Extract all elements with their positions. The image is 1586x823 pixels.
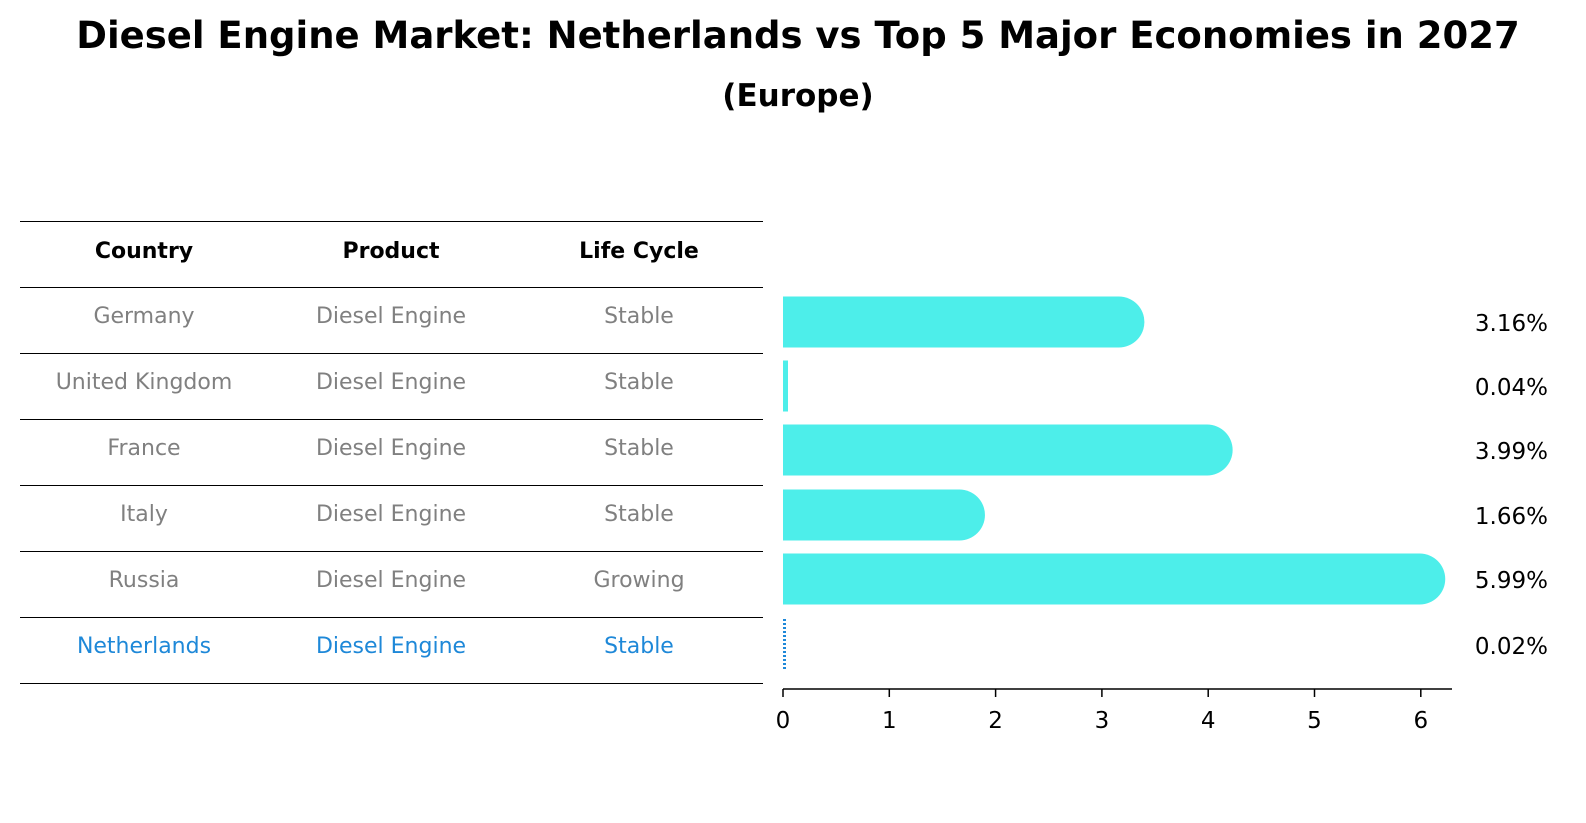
x-tick-label: 2	[988, 708, 1003, 734]
value-label: 3.99%	[1475, 439, 1548, 465]
bar-united-kingdom	[783, 360, 788, 412]
table-cell-country: France	[107, 436, 181, 461]
bar-russia	[807, 553, 1446, 605]
table-rule	[20, 353, 763, 354]
x-tick-label: 0	[776, 708, 791, 734]
table-rule	[20, 617, 763, 618]
table-cell-life-cycle: Stable	[604, 304, 674, 329]
table-rule	[20, 485, 763, 486]
table-rule	[20, 551, 763, 552]
x-tick-label: 1	[882, 708, 897, 734]
table-header-country: Country	[94, 239, 194, 264]
table-cell-country: Germany	[93, 304, 195, 329]
table-cell-product: Diesel Engine	[315, 502, 467, 527]
table-cell-life-cycle: Stable	[604, 370, 674, 395]
table-cell-product: Diesel Engine	[315, 370, 467, 395]
bar-france	[807, 424, 1233, 476]
table-rule	[20, 683, 763, 684]
value-label: 0.02%	[1475, 634, 1548, 660]
table-cell-product: Diesel Engine	[315, 634, 467, 659]
table-rule	[20, 221, 763, 222]
bar-base	[783, 489, 809, 541]
table-cell-product: Diesel Engine	[315, 304, 467, 329]
table-cell-country: Netherlands	[76, 634, 212, 659]
table-header-product: Product	[342, 239, 440, 264]
table-cell-life-cycle: Stable	[604, 502, 674, 527]
value-label: 3.16%	[1475, 311, 1548, 337]
table-cell-country: Russia	[108, 568, 180, 593]
table-cell-life-cycle: Stable	[604, 634, 674, 659]
bar-base	[783, 553, 809, 605]
bar-base	[783, 424, 809, 476]
x-tick-label: 5	[1307, 708, 1322, 734]
bar-italy	[807, 489, 985, 541]
chart-title-text: Diesel Engine Market: Netherlands vs Top…	[76, 14, 1520, 57]
table-cell-country: Italy	[120, 502, 168, 527]
value-label: 0.04%	[1475, 375, 1548, 401]
x-tick-label: 4	[1201, 708, 1216, 734]
x-tick-label: 6	[1413, 708, 1428, 734]
value-label: 5.99%	[1475, 568, 1548, 594]
chart-subtitle: (Europe)	[722, 78, 874, 114]
table-cell-life-cycle: Stable	[604, 436, 674, 461]
value-label: 1.66%	[1475, 504, 1548, 530]
table-rule	[20, 419, 763, 420]
table-header-life-cycle: Life Cycle	[579, 239, 699, 264]
table-cell-product: Diesel Engine	[315, 436, 467, 461]
x-tick-label: 3	[1095, 708, 1110, 734]
bar-base	[783, 296, 809, 348]
bar-germany	[807, 296, 1145, 348]
table-cell-product: Diesel Engine	[315, 568, 467, 593]
table-cell-country: United Kingdom	[55, 370, 233, 395]
table-rule	[20, 287, 763, 288]
table-cell-life-cycle: Growing	[593, 568, 685, 593]
